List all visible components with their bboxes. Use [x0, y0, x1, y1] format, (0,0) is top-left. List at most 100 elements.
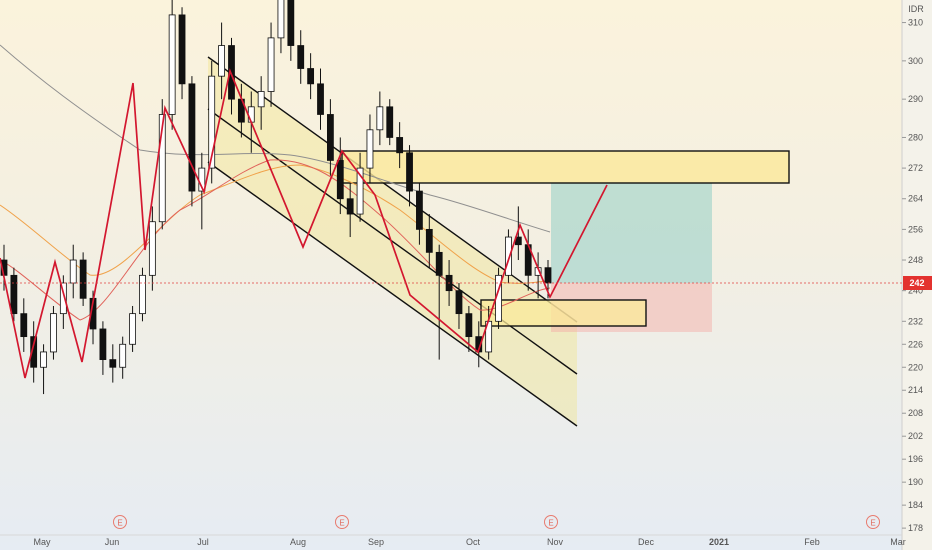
x-tick-label: Sep [368, 537, 384, 547]
candle-body[interactable] [20, 313, 28, 338]
ma-long [0, 44, 551, 233]
x-tick-label: Jun [105, 537, 120, 547]
x-tick-label: Feb [804, 537, 820, 547]
candle-body[interactable] [544, 267, 552, 284]
y-tick-label: 300 [908, 56, 923, 66]
y-tick-label: 220 [908, 362, 923, 372]
candle-body[interactable] [406, 152, 413, 192]
candle-body[interactable] [376, 106, 384, 131]
drawing-layer[interactable] [207, 56, 790, 427]
y-tick-label: 178 [908, 523, 923, 533]
x-tick-label: 2021 [709, 537, 729, 547]
y-tick-label: 256 [908, 224, 923, 234]
last-price-tag-bg [903, 276, 932, 290]
candle-body[interactable] [129, 313, 136, 345]
candle-body[interactable] [79, 259, 87, 299]
candle-body[interactable] [139, 274, 146, 315]
y-tick-label: 280 [908, 132, 923, 142]
x-tick-label: Nov [547, 537, 564, 547]
candle-body[interactable] [40, 351, 47, 368]
x-tick-label: Oct [466, 537, 481, 547]
candle-body[interactable] [346, 198, 354, 215]
earnings-marker-circle[interactable] [113, 515, 127, 529]
candle-body[interactable] [455, 290, 463, 315]
earnings-marker-label: E [548, 519, 553, 528]
x-axis-ticks: May Jun Jul Aug Sep Oct Nov Dec 2021 Feb Mar [33, 537, 905, 547]
earnings-marker-label: E [870, 519, 875, 528]
y-tick-label: 226 [908, 339, 923, 349]
earnings-marker-label: E [117, 519, 122, 528]
candle-body[interactable] [307, 68, 315, 85]
moving-averages [0, 44, 551, 321]
candle-body[interactable] [277, 0, 285, 39]
x-tick-label: Dec [638, 537, 655, 547]
earnings-marker-circle[interactable] [866, 515, 880, 529]
candle-body[interactable] [188, 83, 196, 192]
y-tick-label: 214 [908, 385, 923, 395]
y-tick-label: 208 [908, 408, 923, 418]
candle-body[interactable] [386, 106, 394, 138]
candle-body[interactable] [257, 91, 265, 108]
x-tick-label: Jul [197, 537, 209, 547]
candle-body[interactable] [228, 45, 235, 100]
price-axis-panel[interactable] [902, 0, 932, 550]
last-price-tag: 242 [903, 276, 932, 290]
y-tick-label: 248 [908, 255, 923, 265]
y-tick-label: 310 [908, 18, 923, 28]
candle-body[interactable] [158, 114, 166, 223]
earnings-marker-circle[interactable] [544, 515, 558, 529]
candle-body[interactable] [416, 190, 423, 230]
candle-body[interactable] [178, 14, 186, 85]
earnings-marker-label: E [339, 519, 344, 528]
candle-body[interactable] [336, 160, 344, 200]
candle-body[interactable] [148, 221, 156, 276]
candle-body[interactable] [356, 167, 364, 215]
y-tick-label: 264 [908, 194, 923, 204]
channel-top-line[interactable] [207, 56, 578, 323]
candle-body[interactable] [317, 83, 324, 115]
candle-body[interactable] [69, 259, 77, 284]
channel-middle-line[interactable] [207, 108, 578, 375]
candle-body[interactable] [119, 343, 127, 368]
candle-body[interactable] [267, 37, 275, 92]
x-tick-label: May [33, 537, 51, 547]
support-zone[interactable] [480, 299, 647, 327]
candle-body[interactable] [109, 359, 117, 368]
candle-body[interactable] [99, 328, 107, 360]
candle-body[interactable] [465, 313, 473, 338]
candle-body[interactable] [218, 45, 226, 77]
last-price-value: 242 [909, 278, 924, 288]
earnings-marker-circle[interactable] [335, 515, 349, 529]
y-tick-label: 196 [908, 454, 923, 464]
candle-body[interactable] [366, 129, 374, 169]
channel-bottom-line[interactable] [207, 161, 578, 427]
candles[interactable] [0, 0, 552, 395]
x-tick-label: Mar [890, 537, 906, 547]
candle-body[interactable] [297, 45, 305, 69]
candle-body[interactable] [425, 228, 433, 253]
currency-label: IDR [908, 4, 924, 14]
x-tick-label: Aug [290, 537, 306, 547]
candle-body[interactable] [30, 336, 38, 368]
zigzag-wave-line[interactable] [0, 68, 608, 379]
candle-body[interactable] [59, 282, 67, 315]
candle-body[interactable] [396, 137, 404, 154]
candle-body[interactable] [287, 0, 295, 46]
candle-body[interactable] [208, 75, 216, 169]
candle-body[interactable] [326, 114, 334, 161]
candle-body[interactable] [247, 106, 255, 123]
y-axis-ticks: 178 184 190 196 202 208 214 220 226 232 240 248 256 2… [902, 18, 923, 533]
resistance-zone[interactable] [341, 150, 790, 184]
ma-short [0, 159, 551, 321]
candle-body[interactable] [168, 14, 176, 115]
candle-body[interactable] [50, 313, 57, 353]
y-tick-label: 240 [908, 286, 923, 296]
candle-body[interactable] [10, 274, 18, 315]
candle-body[interactable] [505, 236, 512, 276]
y-tick-label: 232 [908, 316, 923, 326]
y-tick-label: 272 [908, 163, 923, 173]
target-zone[interactable] [551, 183, 712, 283]
candle-body[interactable] [435, 251, 443, 276]
